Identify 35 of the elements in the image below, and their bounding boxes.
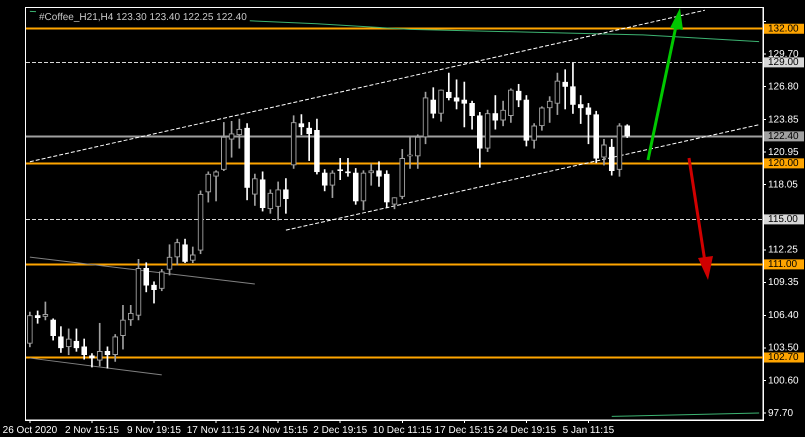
x-tick-label: 5 Jan 11:15 — [562, 424, 615, 436]
ref-line-label: 120.00 — [768, 158, 800, 170]
candlestick — [454, 79, 460, 110]
x-tick-label: 9 Nov 19:15 — [127, 424, 182, 436]
ref-line-label: 132.00 — [768, 23, 800, 34]
chart-title: #Coffee_H21,H4 123.30 123.40 122.25 122.40 — [39, 12, 248, 23]
y-tick-label: 123.85 — [768, 114, 800, 126]
y-tick-label: 120.95 — [768, 146, 800, 158]
ref-line-label: 122.40 — [768, 131, 800, 142]
y-tick-label: 103.50 — [768, 342, 800, 354]
x-tick-label: 17 Nov 11:15 — [186, 424, 246, 436]
ref-line-label: 129.00 — [768, 57, 800, 68]
candlestick — [151, 281, 157, 304]
y-tick-label: 100.60 — [768, 375, 800, 386]
candlestick — [586, 103, 592, 144]
x-tick-label: 2 Nov 15:15 — [64, 424, 120, 436]
ref-line-label: 102.70 — [768, 352, 800, 364]
x-tick-label: 2 Dec 19:15 — [313, 424, 368, 436]
y-tick-label: 126.80 — [768, 81, 800, 92]
x-tick-label: 24 Nov 15:15 — [248, 424, 308, 436]
candlestick — [376, 161, 382, 187]
x-tick-label: 24 Dec 19:15 — [496, 424, 557, 436]
x-tick-label: 10 Dec 11:15 — [372, 424, 432, 436]
y-tick-label: 112.25 — [768, 244, 798, 256]
ref-line-label: 111.00 — [768, 259, 798, 270]
y-tick-label: 118.05 — [768, 179, 798, 190]
x-tick-label: 17 Dec 15:15 — [434, 424, 494, 436]
ref-line-label: 115.00 — [768, 214, 798, 226]
candlestick — [104, 346, 110, 368]
candlestick — [213, 170, 219, 202]
y-tick-label: 97.70 — [768, 408, 794, 419]
y-tick-label: 109.35 — [768, 277, 800, 288]
y-tick-label: 106.40 — [768, 310, 800, 322]
candlestick — [89, 353, 95, 368]
x-tick-label: 26 Oct 2020 — [2, 424, 58, 436]
